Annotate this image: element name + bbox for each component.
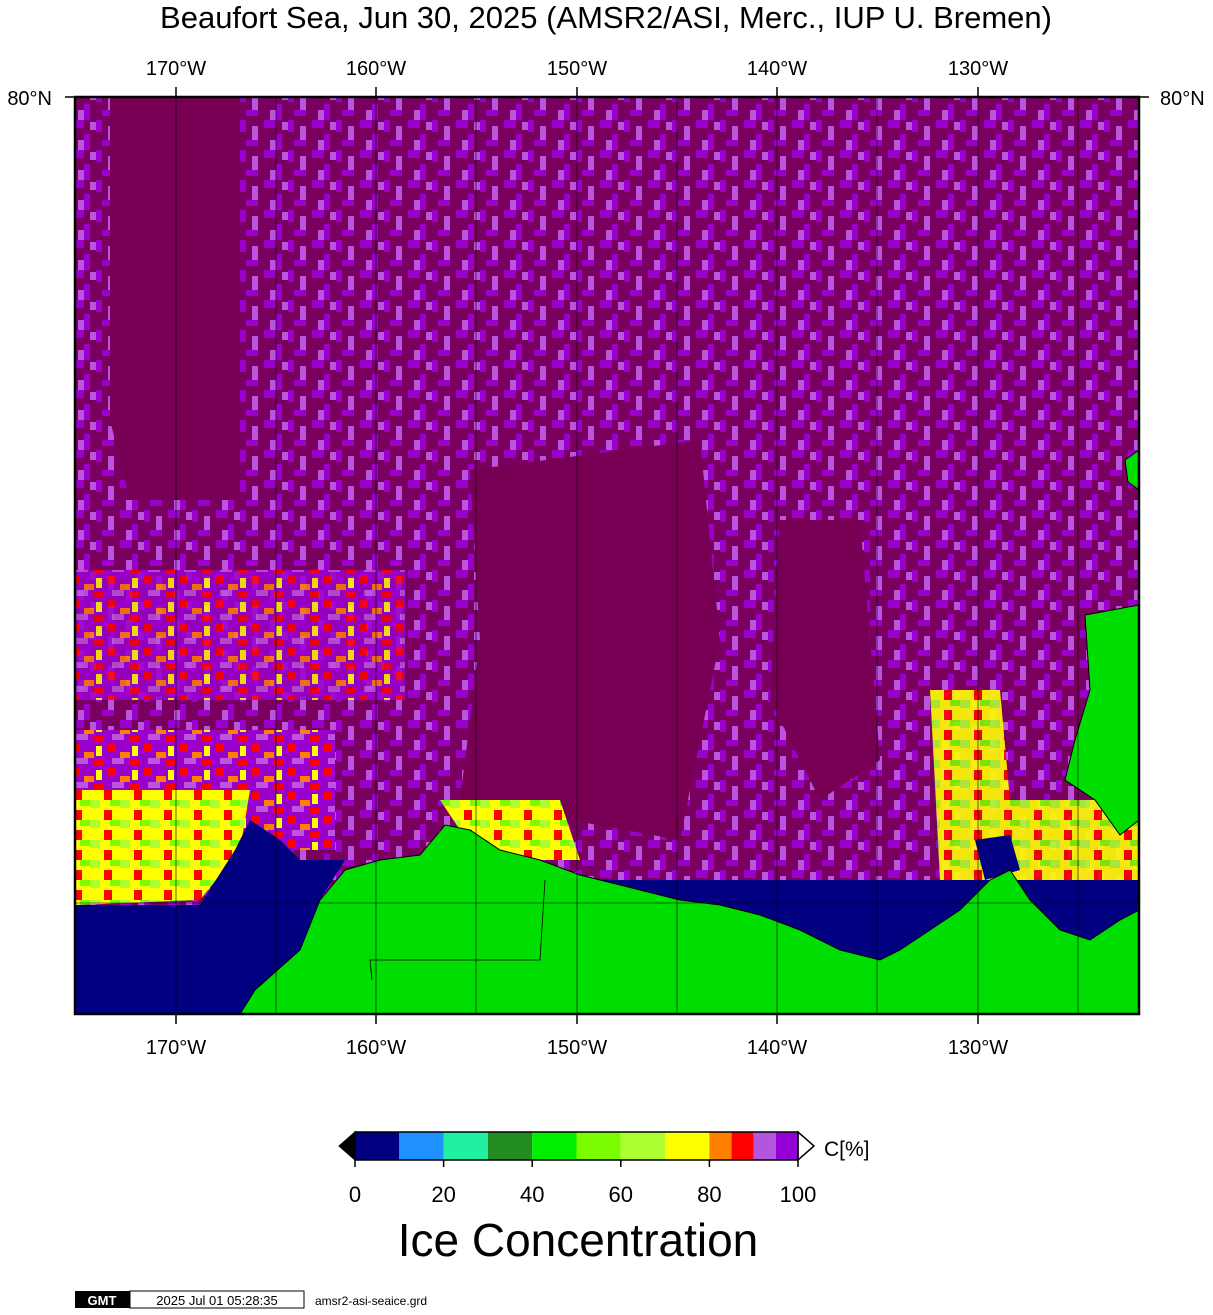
graticule [75, 97, 1139, 1014]
colorbar-tick-label: 100 [780, 1182, 817, 1207]
lon-label: 150°W [547, 1037, 607, 1059]
ice-edge [930, 690, 1139, 880]
colorbar-unit: C[%] [824, 1138, 870, 1161]
colorbar-segment [443, 1132, 488, 1160]
land [1124, 449, 1139, 491]
dense-ice [770, 520, 880, 800]
file-name: amsr2-asi-seaice.grd [315, 1294, 427, 1308]
lat-label: 80°N [1160, 88, 1205, 110]
lon-label: 140°W [747, 58, 807, 80]
open-water [75, 820, 345, 1014]
colorbar-segment [487, 1132, 533, 1160]
colorbar-segment [620, 1132, 666, 1160]
ice-edge [75, 790, 250, 905]
logo: GMT [88, 1293, 117, 1308]
colorbar-tick-label: 40 [520, 1182, 544, 1207]
lon-label: 130°W [948, 58, 1008, 80]
colorbar-segment [775, 1132, 798, 1160]
axes: 170°W 160°W 150°W 140°W 130°W 170°W 160°W 150°W… [146, 58, 1008, 1059]
lon-label: 160°W [346, 1037, 406, 1059]
colorbar-tick-label: 20 [431, 1182, 455, 1207]
colorbar-frame [354, 1131, 799, 1161]
colorbar-segment [665, 1132, 710, 1160]
lon-label: 140°W [747, 1037, 807, 1059]
map-frame [73, 95, 1141, 1016]
lon-label: 170°W [146, 58, 206, 80]
map-title: Beaufort Sea, Jun 30, 2025 (AMSR2/ASI, M… [160, 0, 1052, 35]
lon-label: 160°W [346, 58, 406, 80]
timestamp-box [129, 1290, 305, 1309]
colorbar-title: Ice Concentration [398, 1214, 759, 1266]
border [369, 879, 546, 981]
map [75, 97, 1139, 1014]
colorbar-segment [709, 1132, 732, 1160]
colorbar-segment [532, 1132, 577, 1160]
melt-zone [75, 570, 405, 700]
colorbar-segment [753, 1132, 776, 1160]
colorbar-tick-label: 60 [609, 1182, 633, 1207]
colorbar-tick-label: 80 [697, 1182, 721, 1207]
colorbar-segment [355, 1132, 400, 1160]
lat-label: 80°N [7, 88, 52, 110]
lon-label: 130°W [948, 1037, 1008, 1059]
under-triangle [338, 1130, 356, 1162]
land [1064, 604, 1139, 836]
over-triangle [797, 1130, 816, 1162]
colorbar-tick-label: 0 [349, 1182, 361, 1207]
logo-box [75, 1291, 130, 1308]
timestamp: 2025 Jul 01 05:28:35 [156, 1293, 277, 1308]
lon-label: 170°W [146, 1037, 206, 1059]
colorbar-segment [731, 1132, 754, 1160]
colorbar-segment [399, 1132, 444, 1160]
colorbar: 0 20 40 60 80 100 C[%] [338, 1130, 870, 1207]
dense-ice [460, 440, 720, 840]
lon-label: 150°W [547, 58, 607, 80]
open-water [975, 835, 1020, 880]
colorbar-segment [576, 1132, 621, 1160]
dense-ice [110, 97, 240, 500]
land [239, 824, 1139, 1014]
